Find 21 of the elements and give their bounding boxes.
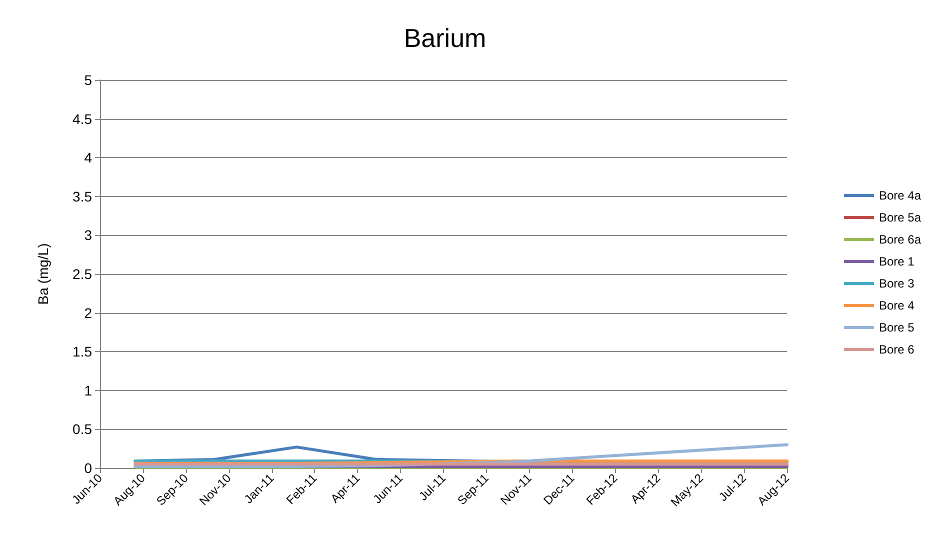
y-tick-label: 3 — [84, 227, 92, 244]
legend-label: Bore 5 — [878, 320, 915, 334]
legend-label: Bore 4a — [878, 188, 922, 202]
y-tick-label: 2.5 — [72, 266, 92, 282]
y-tick-label: 4.5 — [72, 110, 92, 127]
legend-label: Bore 1 — [878, 254, 915, 268]
legend-label: Bore 3 — [878, 276, 915, 290]
y-axis-title: Ba (mg/L) — [35, 243, 51, 305]
y-tick-label: 5 — [84, 72, 92, 88]
legend-label: Bore 5a — [878, 210, 922, 224]
chart-title: Barium — [404, 23, 486, 53]
y-tick-label: 4 — [84, 150, 92, 166]
y-tick-label: 2 — [84, 304, 92, 321]
legend-label: Bore 6a — [878, 232, 922, 246]
y-tick-label: 1.5 — [72, 344, 92, 360]
y-tick-label: 3.5 — [72, 188, 92, 204]
y-tick-label: 1 — [84, 382, 92, 398]
legend-label: Bore 4 — [878, 298, 915, 312]
legend-label: Bore 6 — [878, 342, 915, 356]
y-tick-label: 0 — [84, 460, 92, 476]
y-tick-label: 0.5 — [72, 421, 92, 438]
